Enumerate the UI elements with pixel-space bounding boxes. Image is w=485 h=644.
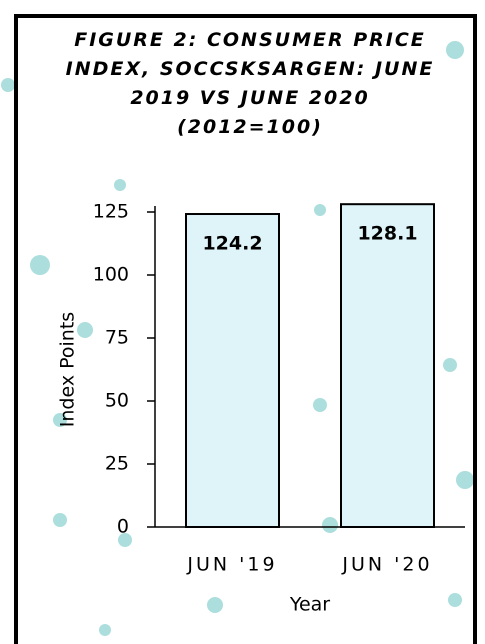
y-tick-label: 75 <box>105 327 129 349</box>
x-tick-label: JUN '20 <box>341 554 432 576</box>
bar <box>340 203 435 529</box>
value-label: 124.2 <box>202 233 262 255</box>
y-tick-label: 125 <box>93 201 129 223</box>
chart-title: FIGURE 2: CONSUMER PRICE INDEX, SOCCSKSA… <box>65 29 435 138</box>
value-label: 128.1 <box>357 223 417 245</box>
y-tick-label: 50 <box>105 390 129 412</box>
y-axis-title: Index Points <box>57 312 79 427</box>
frame <box>14 14 477 644</box>
y-tick-label: 25 <box>105 453 129 475</box>
x-tick-label: JUN '19 <box>186 554 277 576</box>
y-tick-label: 0 <box>117 516 129 538</box>
bar <box>185 213 280 529</box>
x-axis-title: Year <box>289 594 330 616</box>
background-dots <box>1 41 474 636</box>
y-tick-label: 100 <box>93 264 129 286</box>
